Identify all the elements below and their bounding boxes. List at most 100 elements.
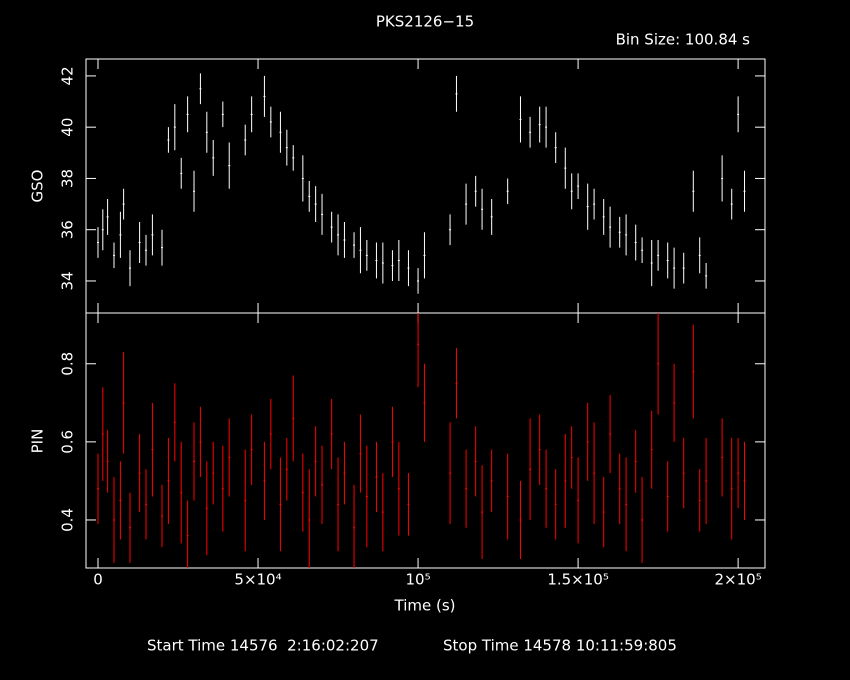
error-bar: [577, 173, 580, 199]
error-bar: [481, 188, 484, 230]
error-bar: [106, 430, 109, 493]
start-time: Start Time 14576 2:16:02:207: [147, 637, 379, 655]
error-bar: [186, 96, 189, 133]
error-bar: [330, 211, 333, 243]
bin-size: Bin Size: 100.84 s: [616, 31, 751, 49]
error-bar: [375, 441, 378, 513]
error-bar: [205, 111, 208, 153]
error-bar: [129, 492, 132, 563]
error-bar: [465, 449, 468, 528]
error-bar: [285, 437, 288, 501]
error-bar: [490, 449, 493, 513]
error-bar: [279, 111, 282, 153]
y-axis-label: PIN: [29, 429, 47, 454]
error-bar: [193, 170, 196, 212]
error-bar: [564, 147, 567, 189]
error-bar: [554, 469, 557, 540]
error-bar: [122, 188, 125, 220]
x-tick-label: 10⁵: [406, 571, 431, 589]
error-bar: [545, 106, 548, 148]
error-bar: [151, 214, 154, 256]
error-bar: [538, 414, 541, 485]
error-bar: [730, 437, 733, 540]
error-bar: [570, 173, 573, 210]
error-bar: [529, 418, 532, 520]
error-bar: [279, 457, 282, 552]
error-bar: [101, 387, 104, 481]
error-bar: [423, 232, 426, 279]
error-bar: [167, 437, 170, 524]
error-bar: [449, 214, 452, 246]
error-bar: [698, 237, 701, 274]
y-tick-label: 38: [59, 169, 77, 188]
y-tick-label: 34: [59, 271, 77, 290]
error-bar: [730, 188, 733, 220]
error-bar: [417, 313, 420, 388]
error-bar: [641, 477, 644, 563]
x-tick-label: 0: [93, 571, 103, 589]
error-bar: [538, 106, 541, 143]
error-bar: [666, 461, 669, 532]
error-bar: [314, 426, 317, 497]
error-bar: [692, 170, 695, 212]
error-bar: [609, 206, 612, 248]
error-bar: [682, 437, 685, 509]
error-bar: [359, 414, 362, 493]
error-bar: [173, 104, 176, 151]
error-bar: [625, 457, 628, 552]
error-bar: [465, 183, 468, 225]
error-bar: [593, 422, 596, 524]
error-bar: [381, 473, 384, 552]
error-bar: [353, 484, 356, 568]
stop-time: Stop Time 14578 10:11:59:805: [443, 637, 677, 655]
y-axis-label: GSO: [29, 170, 47, 203]
error-bar: [292, 145, 295, 171]
error-bar: [199, 73, 202, 105]
error-bar: [228, 142, 231, 189]
error-bar: [167, 127, 170, 153]
error-bar: [250, 414, 253, 485]
error-bar: [250, 96, 253, 133]
error-bar: [657, 239, 660, 271]
error-bar: [308, 469, 311, 568]
y-tick-label: 40: [59, 118, 77, 137]
error-bar: [337, 457, 340, 552]
error-bar: [743, 441, 746, 520]
error-bar: [397, 239, 400, 281]
x-tick-label: 1.5×10⁵: [547, 571, 609, 589]
error-bar: [180, 157, 183, 189]
error-bar: [113, 477, 116, 563]
error-bar: [343, 222, 346, 258]
y-tick-label: 0.6: [59, 430, 77, 454]
error-bar: [705, 263, 708, 289]
error-bar: [737, 437, 740, 509]
error-bar: [397, 441, 400, 536]
error-bar: [586, 183, 589, 230]
error-bar: [292, 375, 295, 462]
error-bar: [244, 449, 247, 552]
y-tick-label: 36: [59, 220, 77, 239]
error-bar: [391, 406, 394, 478]
error-bar: [519, 96, 522, 143]
error-bar: [682, 252, 685, 284]
panel-frame: [85, 312, 766, 569]
error-bar: [228, 418, 231, 497]
error-bar: [618, 453, 621, 524]
error-bar: [481, 465, 484, 560]
error-bar: [602, 198, 605, 235]
error-bar: [609, 395, 612, 474]
error-bar: [634, 224, 637, 261]
error-bar: [205, 461, 208, 556]
error-bar: [359, 227, 362, 274]
error-bar: [106, 198, 109, 235]
error-bar: [314, 186, 317, 223]
error-bar: [705, 437, 708, 524]
error-bar: [138, 434, 141, 513]
error-bar: [474, 175, 477, 207]
error-bar: [455, 75, 458, 112]
error-bar: [375, 242, 378, 279]
error-bar: [673, 247, 676, 289]
error-bar: [593, 188, 596, 220]
error-bar: [721, 418, 724, 497]
